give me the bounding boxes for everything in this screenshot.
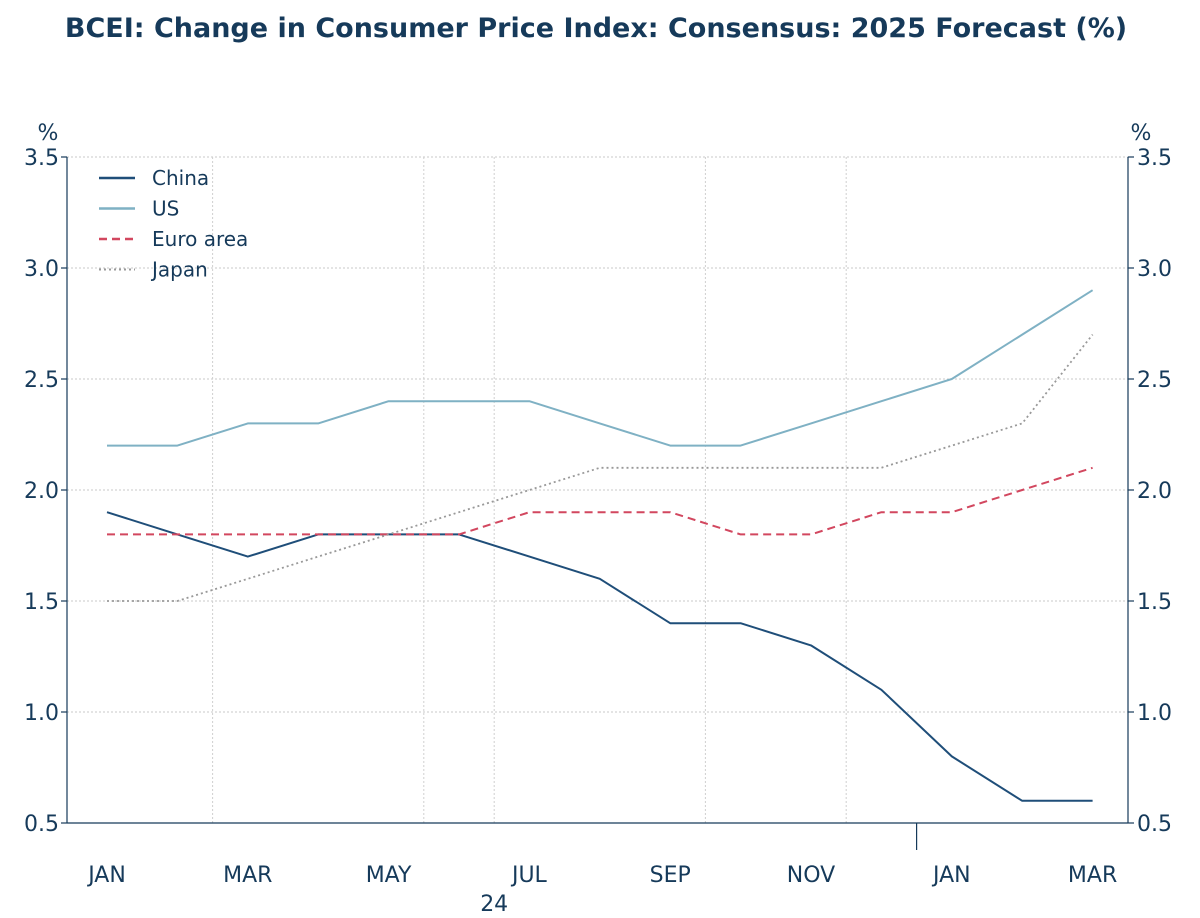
series-lines xyxy=(106,289,1094,802)
legend-label: Euro area xyxy=(152,227,248,251)
y-tick-label-right: 2.0 xyxy=(1137,479,1172,504)
y-tick-label-left: 3.5 xyxy=(24,146,59,171)
axes: 3.5 3.5 3.0 3.0 2.5 2.5 2.0 2.0 1.5 1.5 1.0 1.0 0.5 0… xyxy=(24,146,1172,917)
x-tick-label: JAN xyxy=(931,863,971,888)
y-tick-label-left: 2.5 xyxy=(24,368,59,393)
y-unit-left: % xyxy=(38,121,59,146)
x-tick-label: MAR xyxy=(223,863,272,888)
x-tick-label: JUL xyxy=(510,863,548,888)
legend-label: China xyxy=(152,166,209,190)
y-tick-label-right: 1.5 xyxy=(1137,590,1172,615)
legend: China US Euro area Japan xyxy=(99,166,248,282)
x-tick-label: NOV xyxy=(787,863,835,888)
y-tick-label-right: 0.5 xyxy=(1137,812,1172,837)
chart-title: BCEI: Change in Consumer Price Index: Co… xyxy=(65,13,1127,44)
y-tick-label-left: 1.0 xyxy=(24,701,59,726)
y-tick-label-left: 0.5 xyxy=(24,812,59,837)
x-year-label: 24 xyxy=(480,892,508,917)
y-unit-right: % xyxy=(1131,121,1152,146)
legend-label: US xyxy=(152,197,179,221)
y-tick-label-left: 3.0 xyxy=(24,257,59,282)
series-line-china xyxy=(106,511,1093,802)
x-tick-label: MAY xyxy=(366,863,412,888)
y-tick-label-left: 1.5 xyxy=(24,590,59,615)
x-tick-label: MAR xyxy=(1068,863,1117,888)
y-tick-label-left: 2.0 xyxy=(24,479,59,504)
y-tick-label-right: 3.5 xyxy=(1137,146,1172,171)
x-tick-label: SEP xyxy=(650,863,691,888)
series-line-japan xyxy=(107,334,1094,602)
grid xyxy=(67,156,1128,823)
y-tick-label-right: 2.5 xyxy=(1137,368,1172,393)
y-tick-label-right: 3.0 xyxy=(1137,257,1172,282)
series-line-euro-area xyxy=(107,466,1093,536)
series-line-us xyxy=(107,289,1094,447)
y-tick-label-right: 1.0 xyxy=(1137,701,1172,726)
legend-label: Japan xyxy=(150,258,208,282)
x-tick-label: JAN xyxy=(86,863,126,888)
